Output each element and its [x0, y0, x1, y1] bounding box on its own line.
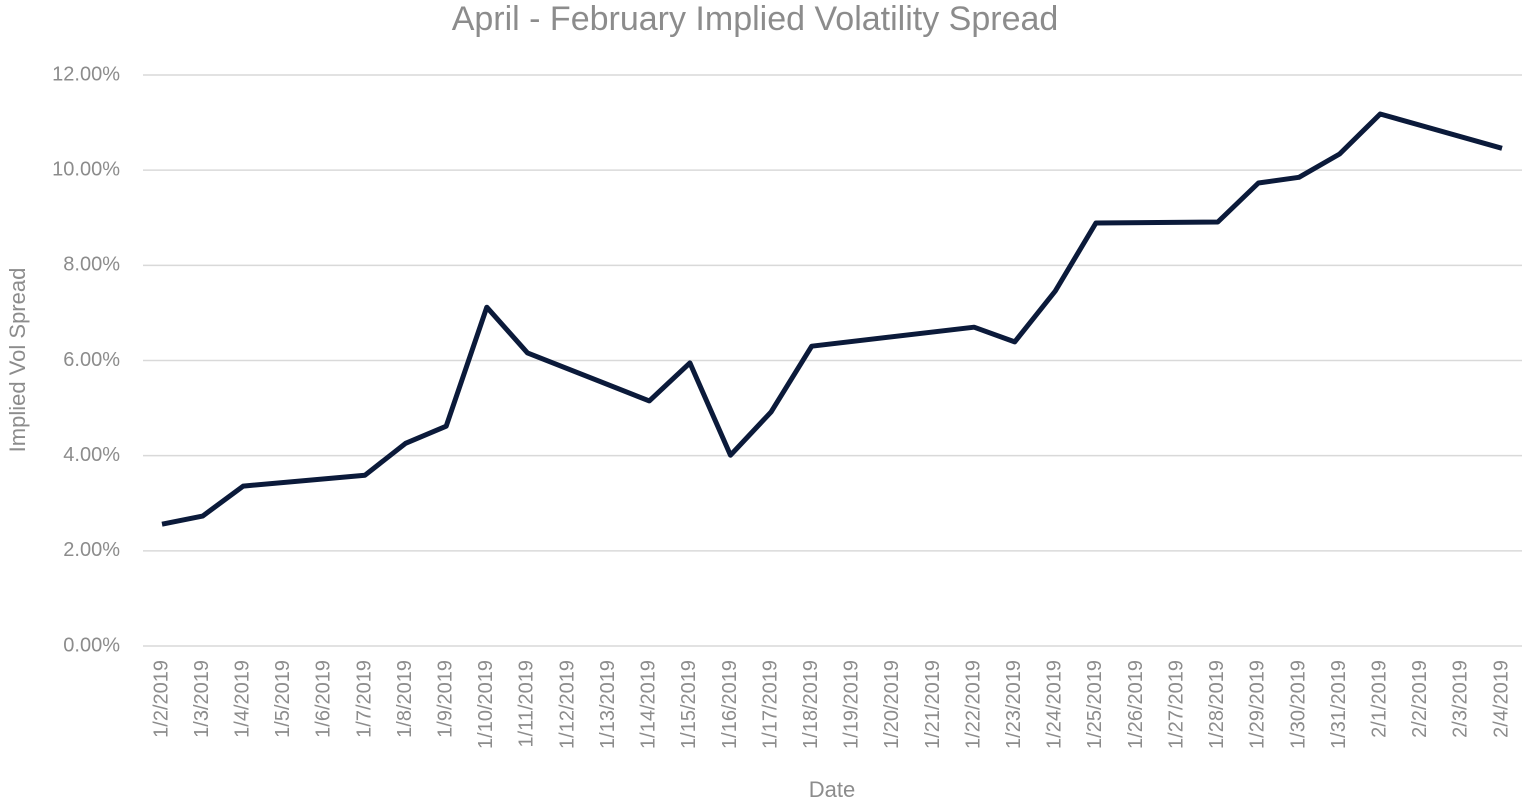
x-tick-label: 1/26/2019: [1125, 660, 1147, 749]
y-tick-label: 10.00%: [52, 158, 120, 180]
x-tick-label: 1/15/2019: [678, 660, 700, 749]
x-tick-label: 1/16/2019: [719, 660, 741, 749]
x-axis-label: Date: [809, 777, 855, 802]
x-tick-label: 2/1/2019: [1368, 660, 1390, 738]
x-tick-label: 1/11/2019: [516, 660, 538, 748]
x-tick-label: 2/3/2019: [1450, 660, 1472, 738]
y-tick-label: 4.00%: [63, 444, 120, 466]
x-tick-label: 1/14/2019: [638, 660, 660, 749]
y-tick-label: 6.00%: [63, 349, 120, 371]
y-tick-label: 12.00%: [52, 63, 120, 85]
x-tick-label: 1/9/2019: [435, 660, 457, 738]
x-tick-label: 1/23/2019: [1003, 660, 1025, 749]
x-tick-label: 1/13/2019: [597, 660, 619, 749]
x-tick-label: 1/12/2019: [556, 660, 578, 749]
y-tick-label: 0.00%: [63, 634, 120, 656]
chart-title: April - February Implied Volatility Spre…: [452, 0, 1059, 38]
y-tick-label: 8.00%: [63, 254, 120, 276]
x-tick-label: 1/3/2019: [191, 660, 213, 738]
x-tick-label: 2/2/2019: [1409, 660, 1431, 738]
x-tick-label: 1/21/2019: [922, 660, 944, 749]
y-tick-label: 2.00%: [63, 539, 120, 561]
x-tick-label: 1/19/2019: [841, 660, 863, 749]
x-tick-label: 1/8/2019: [394, 660, 416, 738]
y-axis-label: Implied Vol Spread: [5, 268, 30, 453]
x-tick-label: 1/31/2019: [1328, 660, 1350, 749]
x-tick-label: 1/25/2019: [1084, 660, 1106, 749]
x-tick-label: 1/22/2019: [962, 660, 984, 749]
x-tick-label: 1/18/2019: [800, 660, 822, 749]
x-tick-label: 1/17/2019: [759, 660, 781, 749]
x-tick-label: 1/5/2019: [272, 660, 294, 738]
x-tick-label: 1/6/2019: [313, 660, 335, 738]
x-tick-label: 1/10/2019: [475, 660, 497, 749]
x-tick-label: 1/4/2019: [231, 660, 253, 738]
x-tick-label: 1/30/2019: [1287, 660, 1309, 749]
x-tick-label: 1/2/2019: [150, 660, 172, 738]
x-tick-label: 1/29/2019: [1247, 660, 1269, 749]
x-tick-label: 1/20/2019: [881, 660, 903, 749]
x-tick-label: 1/27/2019: [1165, 660, 1187, 749]
x-tick-label: 2/4/2019: [1490, 660, 1512, 738]
x-tick-label: 1/28/2019: [1206, 660, 1228, 749]
data-line: [161, 111, 1503, 527]
x-tick-label: 1/24/2019: [1044, 660, 1066, 749]
x-tick-label: 1/7/2019: [353, 660, 375, 738]
